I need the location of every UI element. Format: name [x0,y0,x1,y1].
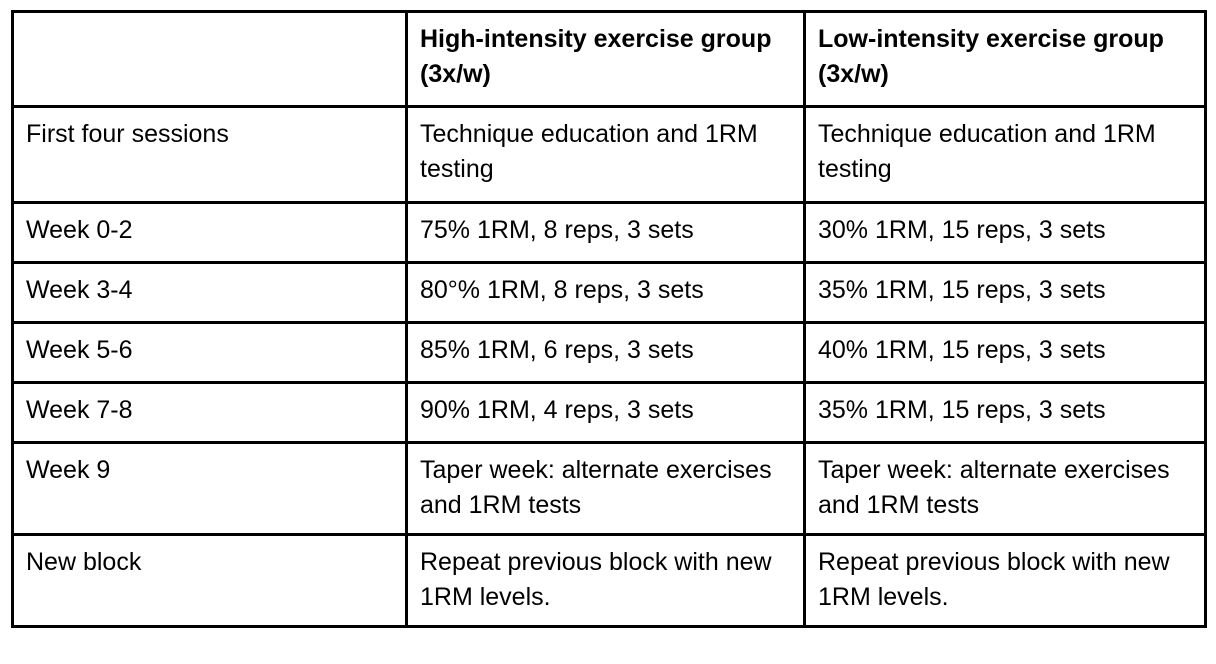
table-row-week-5-6: Week 5-6 85% 1RM, 6 reps, 3 sets 40% 1RM… [11,321,1207,384]
row-label-cell: New block [11,533,408,628]
low-intensity-cell: 40% 1RM, 15 reps, 3 sets [803,321,1207,384]
table-row-new-block: New block Repeat previous block with new… [11,533,1207,628]
high-intensity-cell: Taper week: alternate exercises and 1RM … [405,441,806,536]
low-intensity-cell: Repeat previous block with new 1RM level… [803,533,1207,628]
low-intensity-cell: 35% 1RM, 15 reps, 3 sets [803,381,1207,444]
high-intensity-cell: 85% 1RM, 6 reps, 3 sets [405,321,806,384]
corner-header-cell [11,10,408,108]
row-label-cell: Week 0-2 [11,201,408,264]
low-intensity-cell: 35% 1RM, 15 reps, 3 sets [803,261,1207,324]
header-row: High-intensity exercise group (3x/w) Low… [11,10,1207,108]
column-header-high-intensity: High-intensity exercise group (3x/w) [405,10,806,108]
row-label-cell: Week 9 [11,441,408,536]
high-intensity-cell: 75% 1RM, 8 reps, 3 sets [405,201,806,264]
table-row-week-3-4: Week 3-4 80°% 1RM, 8 reps, 3 sets 35% 1R… [11,261,1207,324]
training-protocol-table: High-intensity exercise group (3x/w) Low… [11,10,1207,628]
low-intensity-cell: Technique education and 1RM testing [803,105,1207,204]
low-intensity-cell: 30% 1RM, 15 reps, 3 sets [803,201,1207,264]
row-label-cell: Week 7-8 [11,381,408,444]
high-intensity-cell: Repeat previous block with new 1RM level… [405,533,806,628]
row-label-cell: Week 5-6 [11,321,408,384]
column-header-low-intensity: Low-intensity exercise group (3x/w) [803,10,1207,108]
table-row-week-0-2: Week 0-2 75% 1RM, 8 reps, 3 sets 30% 1RM… [11,201,1207,264]
table-row-week-9: Week 9 Taper week: alternate exercises a… [11,441,1207,536]
table-row-first-four-sessions: First four sessions Technique education … [11,105,1207,204]
table-row-week-7-8: Week 7-8 90% 1RM, 4 reps, 3 sets 35% 1RM… [11,381,1207,444]
high-intensity-cell: 90% 1RM, 4 reps, 3 sets [405,381,806,444]
high-intensity-cell: 80°% 1RM, 8 reps, 3 sets [405,261,806,324]
low-intensity-cell: Taper week: alternate exercises and 1RM … [803,441,1207,536]
high-intensity-cell: Technique education and 1RM testing [405,105,806,204]
row-label-cell: Week 3-4 [11,261,408,324]
row-label-cell: First four sessions [11,105,408,204]
